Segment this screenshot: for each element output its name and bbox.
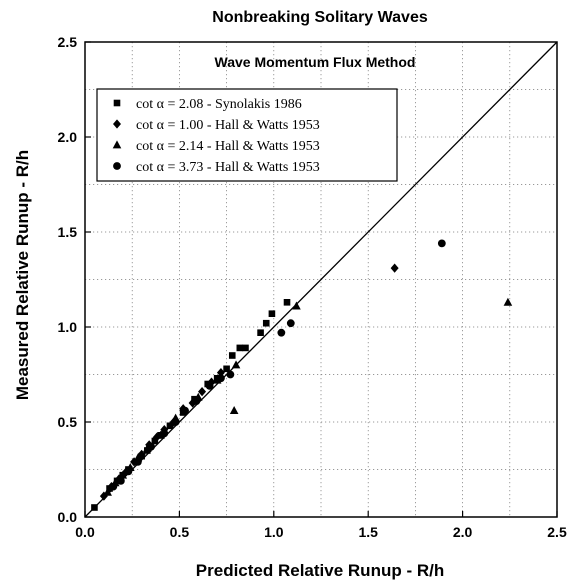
- x-tick-label: 0.5: [170, 524, 190, 540]
- legend-label: cot α = 3.73 - Hall & Watts 1953: [136, 160, 320, 175]
- y-tick-label: 1.5: [58, 224, 78, 240]
- data-point-circle: [181, 406, 189, 415]
- data-point-circle: [133, 458, 142, 466]
- data-point-circle: [217, 374, 225, 383]
- legend-label: cot α = 2.14 - Hall & Watts 1953: [136, 139, 320, 154]
- data-point-circle: [116, 477, 125, 485]
- y-tick-label: 2.0: [58, 129, 78, 145]
- data-point-circle: [160, 429, 169, 438]
- data-point-triangle: [229, 406, 239, 414]
- series-triangle: [103, 297, 513, 496]
- data-point-triangle: [292, 301, 301, 310]
- legend-marker-triangle: [112, 140, 122, 149]
- legend-marker-diamond: [113, 119, 121, 129]
- legend-label: cot α = 1.00 - Hall & Watts 1953: [136, 118, 320, 133]
- series-diamond: [99, 263, 399, 501]
- data-point-square: [223, 365, 230, 373]
- y-tick-label: 2.5: [58, 34, 78, 50]
- data-point-circle: [109, 482, 118, 491]
- series-circle: [109, 239, 446, 491]
- y-tick-label: 0.5: [58, 414, 78, 430]
- data-point-circle: [437, 239, 446, 248]
- legend-box: [96, 88, 398, 182]
- data-point-square: [151, 437, 159, 445]
- x-tick-label: 2.0: [453, 524, 473, 540]
- legend-label: cot α = 2.08 - Synolakis 1986: [136, 97, 302, 112]
- x-tick-label: 1.5: [358, 524, 378, 540]
- data-point-circle: [277, 328, 286, 337]
- data-point-diamond: [216, 368, 225, 378]
- y-axis-label: Measured Relative Runup - R/h: [13, 150, 32, 400]
- data-point-triangle: [503, 297, 513, 306]
- data-point-square: [236, 344, 244, 352]
- chart-title: Nonbreaking Solitary Waves: [212, 9, 428, 26]
- data-point-circle: [171, 418, 180, 426]
- legend-marker-circle: [113, 162, 121, 170]
- data-point-diamond: [152, 432, 161, 442]
- data-point-square: [268, 310, 276, 317]
- data-point-triangle: [231, 360, 241, 369]
- data-point-circle: [226, 370, 235, 379]
- data-point-diamond: [390, 263, 399, 273]
- data-point-circle: [192, 397, 201, 405]
- data-point-square: [166, 422, 174, 430]
- data-point-circle: [124, 467, 133, 476]
- data-point-diamond: [99, 491, 108, 501]
- y-tick-label: 0.0: [58, 509, 78, 525]
- data-point-square: [257, 329, 264, 336]
- data-point-square: [228, 352, 236, 359]
- x-axis-label: Predicted Relative Runup - R/h: [196, 561, 444, 580]
- data-point-diamond: [198, 387, 207, 397]
- data-point-square: [242, 344, 249, 352]
- data-points: [91, 239, 513, 511]
- data-point-square: [262, 319, 270, 327]
- x-tick-label: 1.0: [264, 524, 284, 540]
- data-point-circle: [147, 442, 155, 451]
- data-point-square: [283, 299, 291, 306]
- data-point-triangle: [118, 470, 128, 479]
- axis-ticks: 0.0 0.5 1.0 1.5 2.0 2.5 0.0 0.5 1.0 1.5 2.0 2.5: [58, 34, 567, 540]
- data-point-circle: [286, 319, 295, 328]
- x-tick-label: 0.0: [75, 524, 95, 540]
- x-tick-label: 2.5: [547, 524, 567, 540]
- plot-frame: [84, 41, 558, 518]
- data-point-triangle: [103, 487, 112, 496]
- data-point-circle: [205, 382, 214, 390]
- data-point-square: [91, 504, 98, 511]
- chart-subtitle: Wave Momentum Flux Method: [215, 54, 416, 70]
- data-point-diamond: [207, 377, 216, 387]
- legend-marker-square: [113, 99, 121, 107]
- legend: cot α = 2.08 - Synolakis 1986 cot α = 1.0…: [96, 88, 398, 182]
- y-tick-label: 1.0: [58, 319, 78, 335]
